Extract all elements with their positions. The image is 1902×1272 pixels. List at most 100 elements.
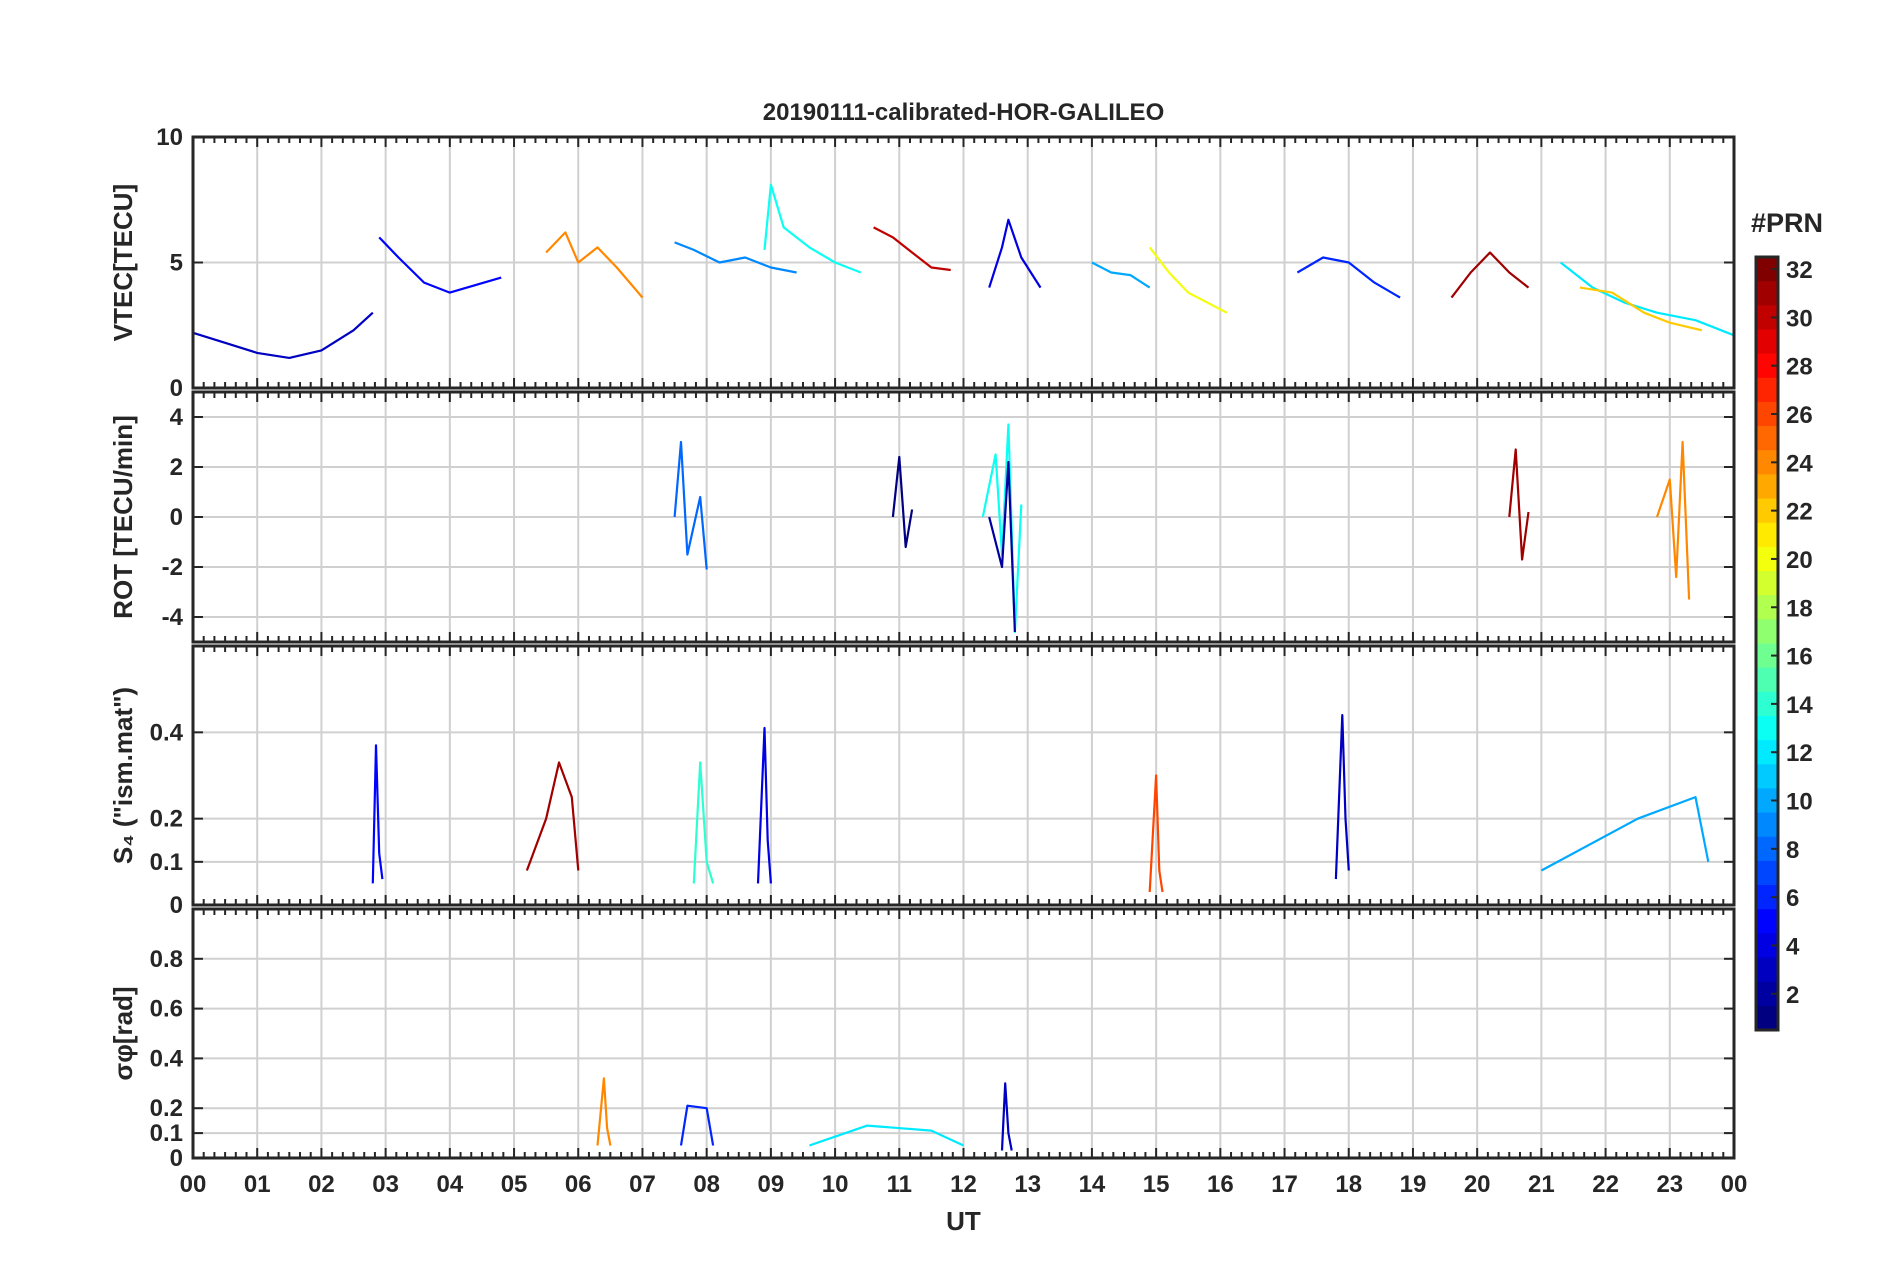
x-tick-label: 20 — [1464, 1171, 1491, 1198]
colorbar-tick-label: 22 — [1786, 499, 1813, 526]
series-prn-4 — [988, 218, 1042, 289]
y-axis-label: VTEC[TECU] — [108, 184, 138, 341]
colorbar-segment — [1756, 643, 1778, 669]
colorbar-segment — [1756, 860, 1778, 886]
series-prn-24 — [596, 1077, 612, 1146]
colorbar-tick-label: 28 — [1786, 354, 1813, 381]
colorbar-tick-label: 2 — [1786, 982, 1799, 1009]
series-prn-4 — [756, 726, 772, 884]
colorbar-segment — [1756, 740, 1778, 765]
series-prn-24 — [545, 231, 644, 299]
y-axis-label: S₄ ("ism.mat") — [108, 687, 138, 864]
colorbar-segment — [1756, 909, 1778, 934]
x-tick-label: 17 — [1271, 1171, 1298, 1198]
colorbar-tick-label: 16 — [1786, 644, 1813, 671]
x-tick-label: 03 — [372, 1171, 399, 1198]
series-prn-10 — [1091, 261, 1151, 289]
x-tick-label: 10 — [822, 1171, 849, 1198]
y-tick-label: 0 — [170, 504, 183, 531]
series-prn-8 — [673, 440, 708, 570]
series-prn-20 — [1148, 246, 1228, 314]
plot-frame — [191, 390, 1736, 644]
colorbar-segment — [1756, 353, 1778, 379]
colorbar-tick-label: 10 — [1786, 789, 1813, 816]
series-prn-30 — [873, 226, 951, 272]
colorbar-segment — [1756, 957, 1778, 983]
x-tick-label: 11 — [887, 1171, 912, 1198]
series-prn-10 — [1540, 795, 1710, 872]
colorbar-tick-label: 32 — [1786, 257, 1813, 284]
x-tick-label: 06 — [565, 1171, 592, 1198]
colorbar-segment — [1756, 691, 1778, 717]
y-tick-label: 2 — [170, 454, 183, 481]
y-tick-label: 0.6 — [150, 996, 183, 1023]
series-prn-5 — [378, 236, 502, 294]
series-prn-3 — [1000, 1082, 1013, 1151]
series-prn-31 — [1450, 251, 1530, 299]
x-axis-label: UT — [946, 1206, 981, 1236]
y-tick-label: 4 — [170, 404, 184, 431]
x-tick-label: 15 — [1143, 1171, 1170, 1198]
series-prn-2 — [988, 460, 1016, 633]
series-prn-5 — [371, 744, 384, 884]
series-prn-14 — [692, 761, 715, 884]
chart-title: 20190111-calibrated-HOR-GALILEO — [763, 99, 1164, 126]
series-prn-31 — [1508, 448, 1530, 561]
series-prn-3 — [192, 311, 374, 359]
y-axis-label: σφ[rad] — [108, 986, 138, 1080]
colorbar-segment — [1756, 450, 1778, 476]
y-tick-label: -4 — [162, 604, 184, 631]
y-tick-label: 0 — [170, 892, 183, 919]
colorbar-segment — [1756, 981, 1778, 1007]
series-prn-12 — [1559, 261, 1735, 337]
colorbar-segment — [1756, 836, 1778, 862]
colorbar-tick-label: 26 — [1786, 402, 1813, 429]
colorbar-tick-label: 6 — [1786, 885, 1799, 912]
series-prn-6 — [679, 1104, 715, 1146]
y-tick-label: 0.2 — [150, 806, 183, 833]
series-prn-31 — [525, 761, 580, 871]
colorbar-title: #PRN — [1751, 208, 1823, 238]
plot-frame — [191, 907, 1736, 1160]
panel-2: -4 -2 0 2 4 ROT [TECU/min] — [108, 390, 1736, 644]
x-tick-label: 01 — [244, 1171, 271, 1198]
x-tick-label: 00 — [180, 1171, 207, 1198]
colorbar-segment — [1756, 595, 1778, 620]
x-tick-label: 13 — [1014, 1171, 1041, 1198]
series-prn-3 — [1334, 713, 1350, 880]
y-tick-label: 0.4 — [150, 1045, 184, 1072]
series-prn-1 — [891, 455, 914, 549]
x-tick-label: 18 — [1335, 1171, 1362, 1198]
series-prn-13 — [763, 183, 862, 274]
y-tick-label: 0.2 — [150, 1095, 183, 1122]
colorbar-segment — [1756, 571, 1778, 596]
colorbar-segment — [1756, 933, 1778, 959]
colorbar-tick-label: 24 — [1786, 450, 1813, 477]
y-tick-label: -2 — [162, 554, 183, 581]
colorbar-segment — [1756, 305, 1778, 331]
x-tick-label: 21 — [1528, 1171, 1555, 1198]
series-prn-24 — [1655, 440, 1691, 600]
panel-3: 0 0.1 0.2 0.4 S₄ ("ism.mat") — [108, 644, 1736, 919]
x-tick-label: 19 — [1400, 1171, 1427, 1198]
y-tick-label: 10 — [156, 124, 183, 151]
y-tick-label: 0.1 — [150, 849, 183, 876]
series-prn-6 — [1296, 256, 1401, 299]
colorbar-tick-label: 12 — [1786, 740, 1813, 767]
colorbar-tick-label: 18 — [1786, 595, 1813, 622]
colorbar-segment — [1756, 885, 1778, 910]
x-tick-label: 09 — [758, 1171, 785, 1198]
x-tick-label: 05 — [501, 1171, 528, 1198]
x-axis: 00 01 02 03 04 05 06 07 08 09 10 11 12 13 14 15 16 17 18 19… — [180, 1171, 1748, 1198]
y-tick-label: 0 — [170, 375, 183, 402]
series-prn-9 — [674, 241, 797, 274]
x-tick-label: 02 — [308, 1171, 335, 1198]
series-prn-12 — [809, 1124, 964, 1147]
y-tick-label: 0.1 — [150, 1120, 183, 1147]
y-tick-label: 0 — [170, 1145, 183, 1172]
plot-frame — [191, 135, 1736, 390]
colorbar-segment — [1756, 812, 1778, 838]
